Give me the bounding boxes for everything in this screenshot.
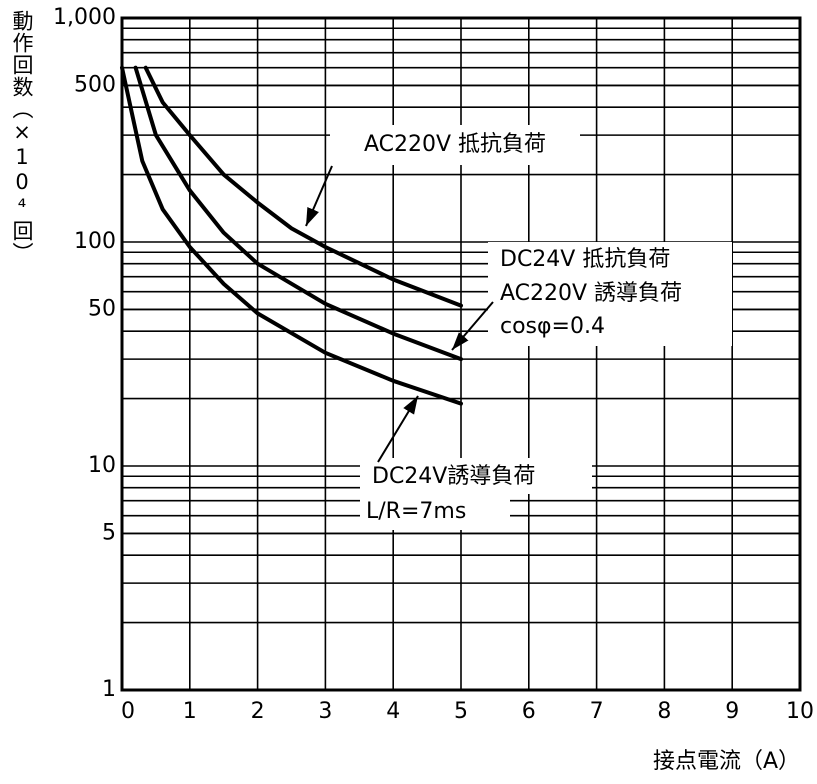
x-tick-label: 7 (590, 699, 604, 724)
annotation-box (488, 242, 732, 346)
x-tick-label: 6 (522, 699, 536, 724)
x-tick-label: 3 (318, 699, 332, 724)
arrow (451, 301, 494, 351)
annotation: L/R=7ms (366, 499, 466, 524)
annotation-box (330, 125, 580, 165)
annotation-box (360, 494, 510, 530)
y-tick-label: 50 (88, 296, 116, 321)
curve (133, 65, 463, 362)
x-tick-label: 10 (786, 699, 814, 724)
annotation: DC24V誘導負荷 (372, 464, 535, 489)
y-axis-label: 動作回数（×10⁴回） (10, 10, 34, 264)
annotation: DC24V 抵抗負荷 (500, 247, 670, 272)
y-tick-label: 5 (102, 520, 116, 545)
y-tick-label: 100 (74, 229, 116, 254)
y-tick-label: 1 (102, 677, 116, 702)
x-tick-label: 5 (454, 699, 468, 724)
x-tick-label: 1 (183, 699, 197, 724)
x-tick-label: 0 (121, 699, 135, 724)
annotation-box (360, 458, 592, 494)
annotation: AC220V 抵抗負荷 (364, 132, 546, 157)
x-axis-label: 接点電流（A） (653, 749, 800, 774)
y-tick-label: 500 (74, 72, 116, 97)
plot-frame (120, 16, 802, 692)
annotation: AC220V 誘導負荷 (500, 281, 682, 306)
annotation: cosφ=0.4 (500, 314, 605, 339)
arrow (377, 395, 419, 463)
y-tick-label: 10 (88, 453, 116, 478)
curve (143, 65, 463, 308)
x-tick-label: 9 (725, 699, 739, 724)
curve (120, 65, 463, 406)
y-tick-label: 1,000 (53, 5, 116, 30)
x-tick-label: 2 (251, 699, 265, 724)
x-tick-label: 4 (386, 699, 400, 724)
arrow (305, 165, 333, 227)
x-tick-label: 8 (657, 699, 671, 724)
